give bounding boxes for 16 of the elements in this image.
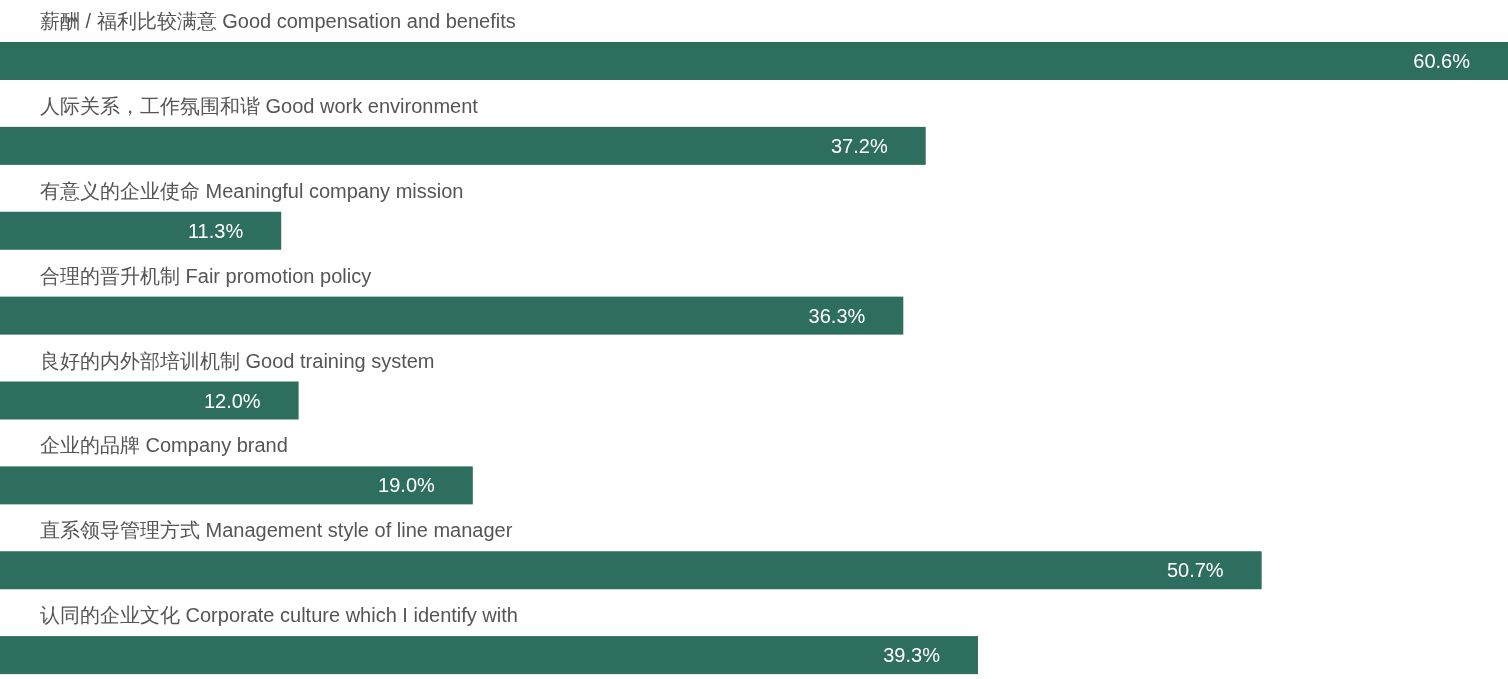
y-tick-label: 有意义的企业使命 Meaningful company mission [40,179,464,202]
y-tick-label: 合理的晋升机制 Fair promotion policy [40,264,372,287]
value-label: 12.0% [203,389,261,412]
y-tick-label: 薪酬 / 福利比较满意 Good compensation and benefits [40,10,516,32]
value-label: 36.3% [808,304,866,327]
value-label: 39.3% [883,644,940,667]
y-tick-label: 企业的品牌 Company brand [40,434,288,457]
value-label: 19.0% [378,474,435,497]
value-label: 50.7% [1166,559,1224,582]
value-label: 11.3% [187,219,244,242]
y-tick-label: 良好的内外部培训机制 Good training system [40,349,435,372]
value-label: 60.6% [1413,50,1470,72]
y-tick-label: 人际关系，工作氛围和谐 Good work environment [40,94,479,117]
y-tick-label: 直系领导管理方式 Management style of line manager [40,519,513,542]
y-tick-label: 认同的企业文化 Corporate culture which I identify with [40,604,518,627]
value-label: 37.2% [831,134,888,157]
